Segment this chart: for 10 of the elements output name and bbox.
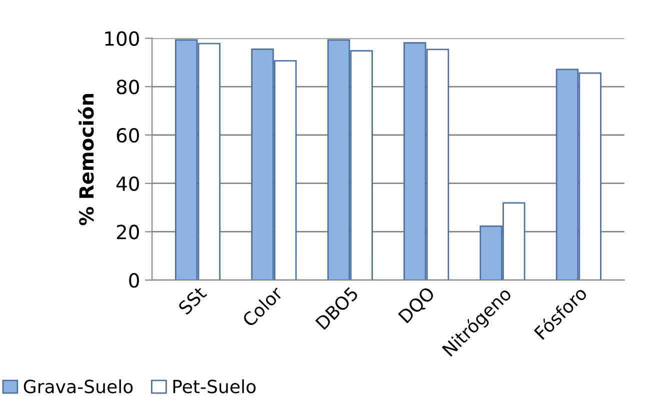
y-tick-label: 60 [116,128,139,143]
y-tick-label: 100 [105,31,139,46]
x-tick-label: SSt [178,285,208,316]
y-tick-label: 40 [116,176,139,192]
y-axis-title: % Remoción [78,94,94,226]
y-tick-label: 20 [116,224,139,240]
legend-label: Pet-Suelo [173,379,256,394]
y-tick-label: 0 [129,273,139,288]
y-tick-label: 80 [116,80,139,94]
legend-label: Grava-Suelo [24,379,133,394]
